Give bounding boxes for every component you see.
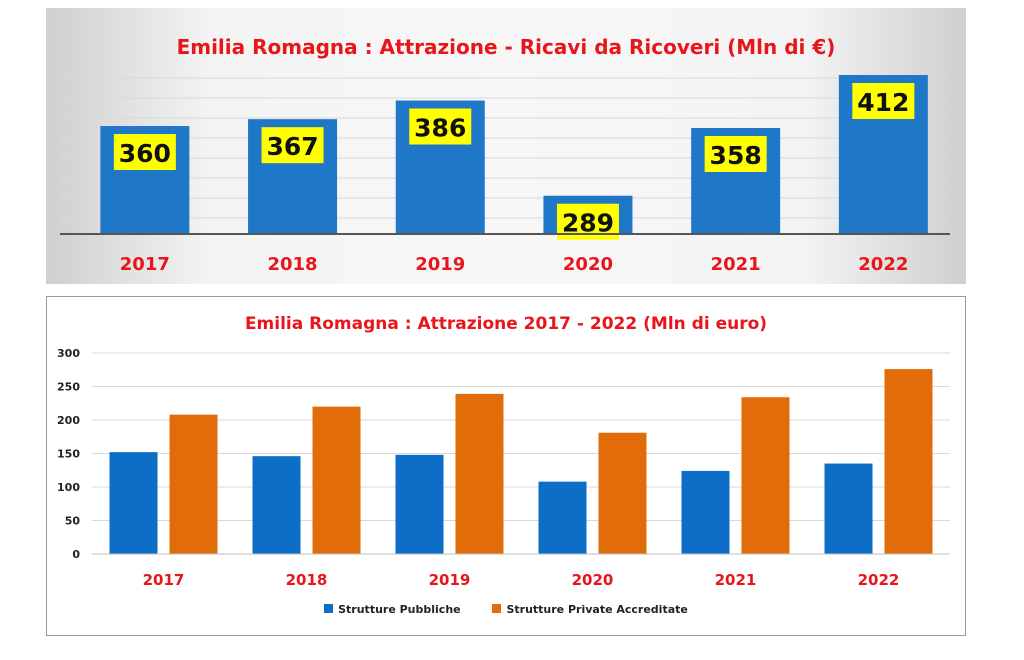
category-label: 2021 (711, 254, 761, 275)
chart-ricavi-svg: 360 2017 367 2018 386 2019 289 2020 358 2021 412 20… (60, 75, 950, 275)
category-label: 2021 (715, 571, 757, 589)
data-label-bg (704, 136, 767, 172)
data-label: 412 (857, 88, 909, 117)
data-label-bg (409, 108, 472, 145)
legend-label: Strutture Private Accreditate (506, 603, 688, 616)
bar-private-2017 (169, 414, 218, 554)
data-label: 386 (414, 114, 466, 143)
category-label: 2017 (143, 571, 185, 589)
bar-private-2018 (312, 406, 361, 554)
legend-swatch (324, 604, 334, 613)
category-label: 2019 (415, 254, 465, 275)
chart-panel-attrazione: Emilia Romagna : Attrazione 2017 - 2022 … (46, 296, 966, 636)
category-label: 2020 (572, 571, 614, 589)
data-label: 289 (562, 209, 614, 238)
data-label: 358 (710, 141, 762, 170)
y-tick-label: 300 (57, 347, 80, 360)
category-label: 2020 (563, 254, 613, 275)
data-label-bg (852, 83, 915, 119)
y-tick-label: 0 (72, 548, 80, 561)
category-label: 2017 (120, 254, 170, 275)
data-label-bg (261, 127, 324, 164)
chart-title: Emilia Romagna : Attrazione - Ricavi da … (176, 35, 836, 59)
bar-pubbliche-2020 (538, 481, 587, 554)
y-tick-label: 50 (65, 515, 81, 528)
bar-pubbliche-2019 (395, 454, 444, 554)
bar-private-2019 (455, 393, 504, 554)
category-label: 2019 (429, 571, 471, 589)
y-tick-label: 250 (57, 381, 80, 394)
bar-private-2021 (741, 397, 790, 554)
y-tick-label: 100 (57, 481, 80, 494)
bar-private-2022 (884, 369, 933, 554)
legend-swatch (492, 604, 502, 613)
chart-title: Emilia Romagna : Attrazione 2017 - 2022 … (244, 314, 768, 334)
chart-legend: Strutture Pubbliche Strutture Private Ac… (47, 603, 965, 616)
bar-pubbliche-2022 (824, 463, 873, 554)
category-label: 2022 (858, 571, 900, 589)
y-tick-label: 200 (57, 414, 80, 427)
bar-pubbliche-2021 (681, 470, 730, 554)
category-label: 2022 (858, 254, 908, 275)
y-tick-label: 150 (57, 448, 80, 461)
category-label: 2018 (267, 254, 317, 275)
legend-item-pubbliche: Strutture Pubbliche (324, 603, 461, 616)
data-label: 360 (119, 139, 171, 168)
legend-label: Strutture Pubbliche (338, 603, 461, 616)
bar-pubbliche-2018 (252, 456, 301, 554)
chart-panel-ricavi: Emilia Romagna : Attrazione - Ricavi da … (46, 8, 966, 284)
category-label: 2018 (286, 571, 328, 589)
bar-pubbliche-2017 (109, 452, 158, 554)
data-label-bg (113, 134, 176, 171)
data-label: 367 (266, 132, 318, 161)
chart-attrazione-svg: 0 50 100 150 200 250 300 2017 2018 2019 2020 2021 20… (57, 347, 950, 589)
legend-item-private: Strutture Private Accreditate (492, 603, 688, 616)
bar-private-2020 (598, 432, 647, 554)
